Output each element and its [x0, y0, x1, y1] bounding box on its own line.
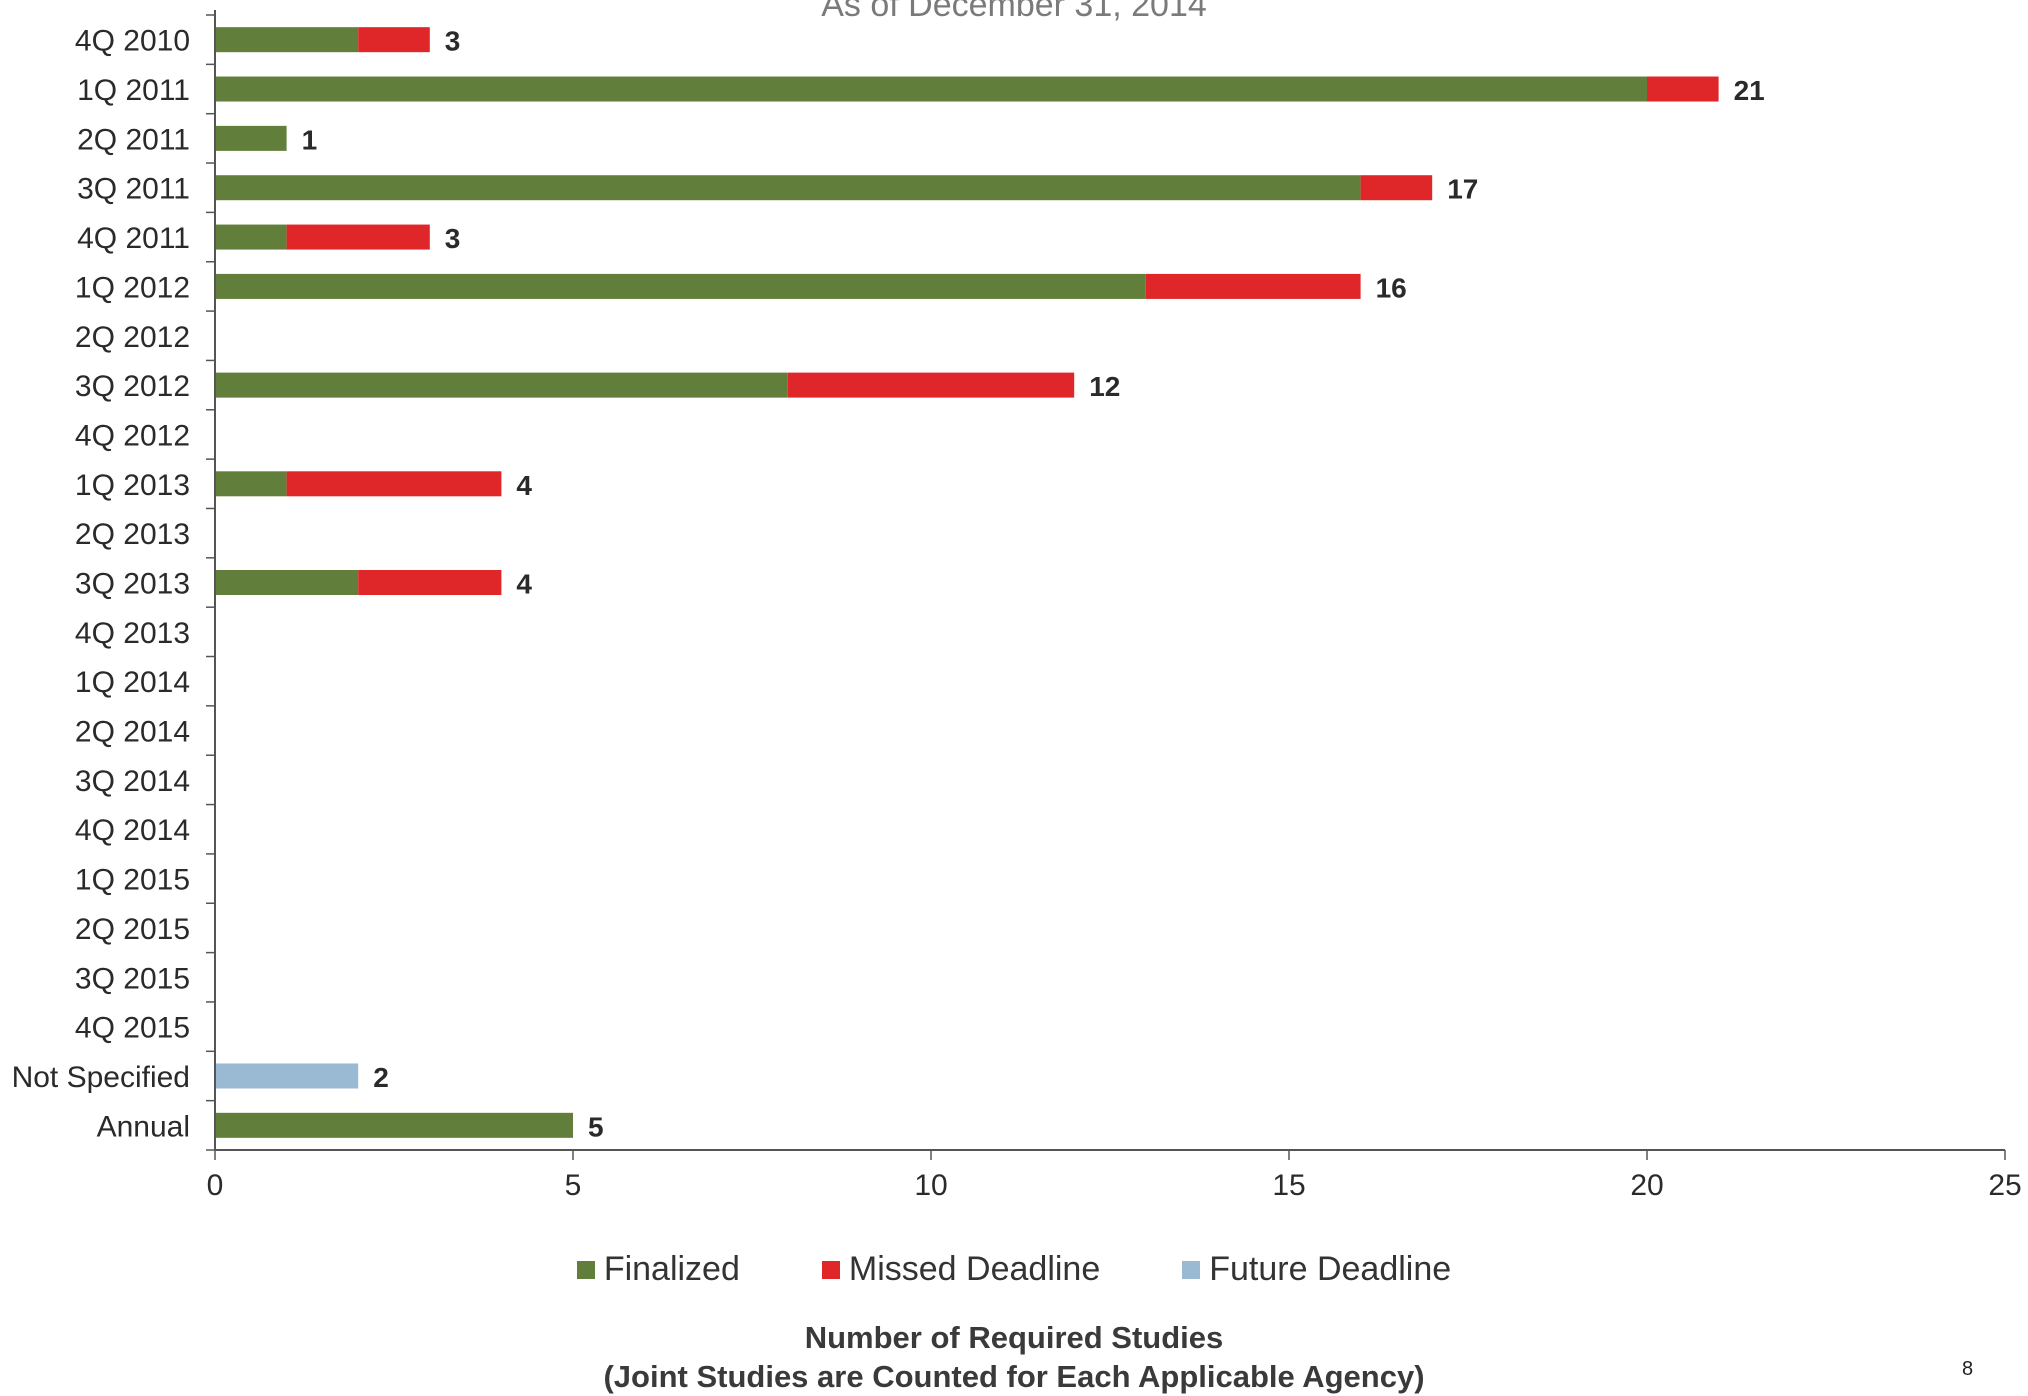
bar-finalized: [215, 125, 287, 151]
y-tick-label: 4Q 2015: [75, 1012, 190, 1045]
y-tick-label: 2Q 2012: [75, 321, 190, 354]
x-axis-title-line-2: (Joint Studies are Counted for Each Appl…: [603, 1359, 1425, 1394]
bar-finalized: [215, 570, 359, 595]
data-label: 5: [588, 1111, 604, 1142]
x-tick-label: 5: [565, 1169, 582, 1202]
y-tick-label: Not Specified: [12, 1061, 190, 1094]
bar-finalized: [215, 273, 1146, 299]
data-label: 17: [1447, 174, 1478, 205]
bar-finalized: [215, 224, 287, 250]
x-tick-label: 20: [1630, 1169, 1663, 1202]
bar-missed-deadline: [1145, 273, 1361, 299]
y-tick-label: 2Q 2014: [75, 716, 190, 749]
data-label: 1: [302, 124, 318, 155]
legend-item-future: Future Deadline: [1182, 1250, 1451, 1289]
y-tick-label: 1Q 2014: [75, 666, 190, 699]
y-tick-label: 3Q 2011: [77, 173, 190, 206]
x-tick-label: 0: [207, 1169, 224, 1202]
y-tick-label: 2Q 2011: [77, 123, 190, 156]
y-tick-label: 3Q 2013: [75, 568, 190, 601]
y-tick-label: 1Q 2013: [75, 469, 190, 502]
x-tick-label: 15: [1272, 1169, 1305, 1202]
legend: Finalized Missed Deadline Future Deadlin…: [0, 1250, 2028, 1289]
bar-missed-deadline: [286, 224, 430, 250]
data-label: 3: [445, 26, 461, 57]
bar-missed-deadline: [1647, 76, 1719, 102]
y-tick-label: 3Q 2015: [75, 962, 190, 995]
y-tick-label: 4Q 2012: [75, 419, 190, 452]
legend-swatch-future: [1182, 1260, 1201, 1279]
data-label: 16: [1376, 272, 1407, 303]
legend-label-finalized: Finalized: [603, 1250, 740, 1288]
x-tick-label: 10: [914, 1169, 947, 1202]
bar-finalized: [215, 27, 359, 53]
bar-finalized: [215, 1112, 573, 1138]
legend-label-missed: Missed Deadline: [848, 1250, 1101, 1288]
bar-missed-deadline: [1360, 175, 1433, 201]
y-tick-label: 4Q 2011: [77, 222, 190, 255]
y-tick-label: 1Q 2011: [77, 74, 190, 107]
legend-item-finalized: Finalized: [576, 1250, 740, 1289]
bar-finalized: [215, 471, 287, 497]
x-axis-title: Number of Required Studies (Joint Studie…: [0, 1318, 2028, 1396]
bar-missed-deadline: [358, 27, 430, 53]
bar-missed-deadline: [358, 570, 502, 595]
y-tick-label: 1Q 2015: [75, 864, 190, 897]
data-label: 4: [516, 470, 532, 501]
x-tick-label: 25: [1988, 1169, 2021, 1202]
legend-swatch-missed: [821, 1260, 840, 1279]
page-number: 8: [1962, 1358, 1974, 1380]
y-tick-label: Annual: [97, 1110, 190, 1143]
y-tick-label: 3Q 2012: [75, 370, 190, 403]
y-tick-label: 3Q 2014: [75, 765, 190, 798]
y-tick-label: 4Q 2013: [75, 617, 190, 650]
data-label: 21: [1734, 75, 1765, 106]
data-label: 3: [445, 223, 461, 254]
data-label: 2: [373, 1062, 389, 1093]
x-axis-title-line-1: Number of Required Studies: [804, 1320, 1224, 1355]
bar-finalized: [215, 175, 1361, 201]
bar-future-deadline: [215, 1063, 359, 1089]
y-tick-label: 4Q 2014: [75, 814, 190, 847]
bar-finalized: [215, 372, 788, 398]
legend-label-future: Future Deadline: [1209, 1250, 1452, 1288]
y-tick-label: 2Q 2013: [75, 518, 190, 551]
data-label: 4: [516, 569, 532, 600]
legend-swatch-finalized: [576, 1260, 595, 1279]
bar-missed-deadline: [286, 471, 502, 497]
y-tick-label: 4Q 2010: [75, 25, 190, 58]
legend-item-missed: Missed Deadline: [821, 1250, 1101, 1289]
y-tick-label: 1Q 2012: [75, 271, 190, 304]
chart-subtitle: As of December 31, 2014: [821, 0, 1207, 24]
y-tick-label: 2Q 2015: [75, 913, 190, 946]
data-label: 12: [1089, 371, 1120, 402]
bar-missed-deadline: [787, 372, 1075, 398]
bar-finalized: [215, 76, 1647, 102]
